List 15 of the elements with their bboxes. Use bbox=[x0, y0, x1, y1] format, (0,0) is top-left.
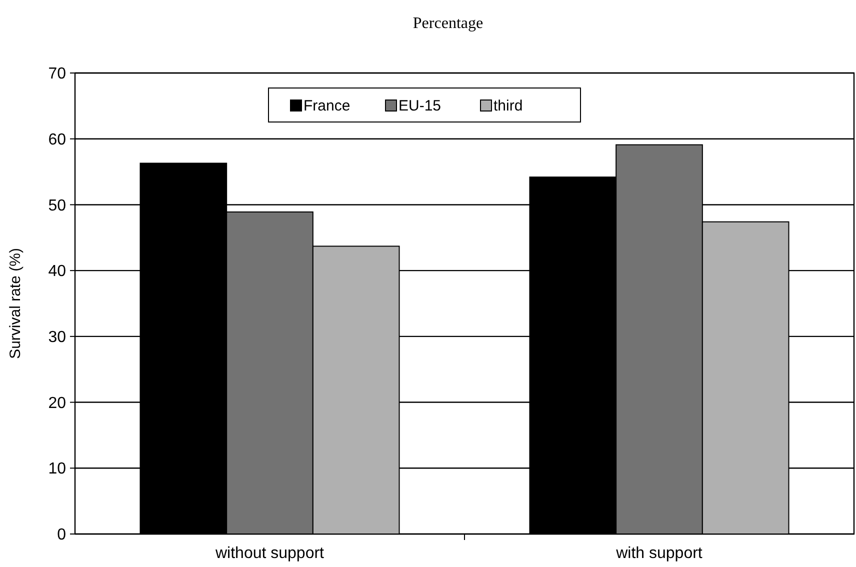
y-tick-label: 0 bbox=[57, 526, 66, 544]
y-tick-label: 30 bbox=[48, 329, 66, 346]
y-tick-label: 50 bbox=[48, 197, 66, 214]
legend-label: France bbox=[304, 97, 350, 114]
y-tick-label: 60 bbox=[48, 131, 66, 148]
y-tick-label: 70 bbox=[48, 66, 66, 83]
chart-title: Percentage bbox=[412, 15, 484, 32]
x-tick-label: with support bbox=[615, 545, 703, 562]
y-tick-label: 10 bbox=[48, 460, 66, 478]
y-tick-label: 40 bbox=[48, 263, 66, 280]
legend-label: third bbox=[494, 97, 523, 114]
y-axis-title: Survival rate (%) bbox=[7, 248, 24, 359]
legend-label: EU-15 bbox=[398, 97, 442, 114]
y-tick-label: 20 bbox=[48, 394, 66, 412]
x-tick-label: without support bbox=[214, 545, 325, 562]
